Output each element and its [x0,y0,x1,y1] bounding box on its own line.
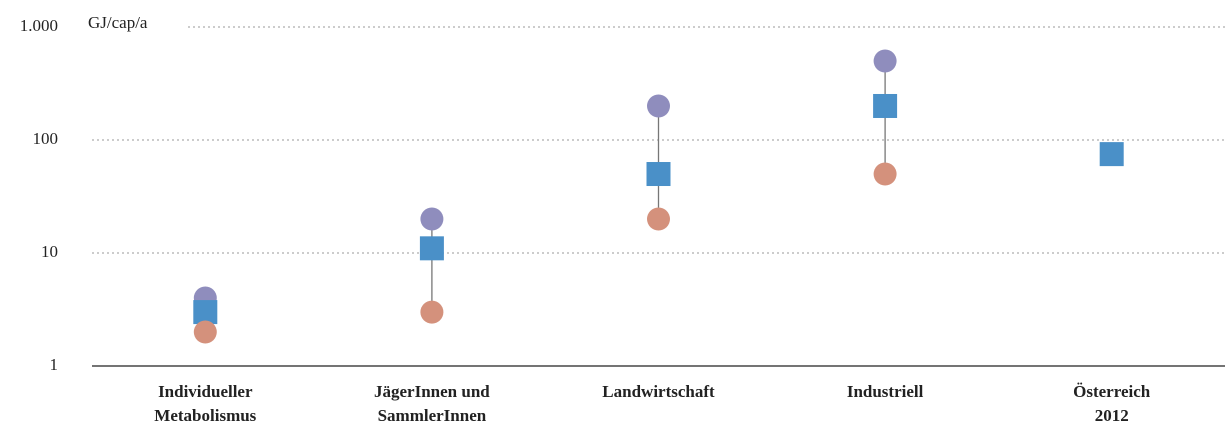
marker-square [419,236,444,261]
marker-circle [647,94,670,118]
marker-circle [193,320,217,344]
x-tick-label: JägerInnen und SammlerInnen [374,382,490,425]
y-tick-label: 1 [50,355,59,374]
x-tick-label: Landwirtschaft [602,382,715,401]
marker-circle [420,300,444,324]
x-tick-label: Österreich 2012 [1073,382,1151,425]
marker-circle [873,49,897,73]
marker-square [646,162,671,187]
marker-square [193,300,218,325]
marker-circle [420,207,444,231]
marker-square [1099,142,1124,167]
y-tick-label: 100 [33,129,59,148]
y-tick-label: 1.000 [20,16,58,35]
y-tick-label: 10 [41,242,58,261]
x-tick-label: Industriell [846,382,924,401]
y-axis-label: GJ/cap/a [88,13,148,32]
x-tick-label: Individueller Metabolismus [154,382,257,425]
marker-circle [647,207,670,231]
marker-square [873,93,898,118]
marker-circle [873,162,897,186]
